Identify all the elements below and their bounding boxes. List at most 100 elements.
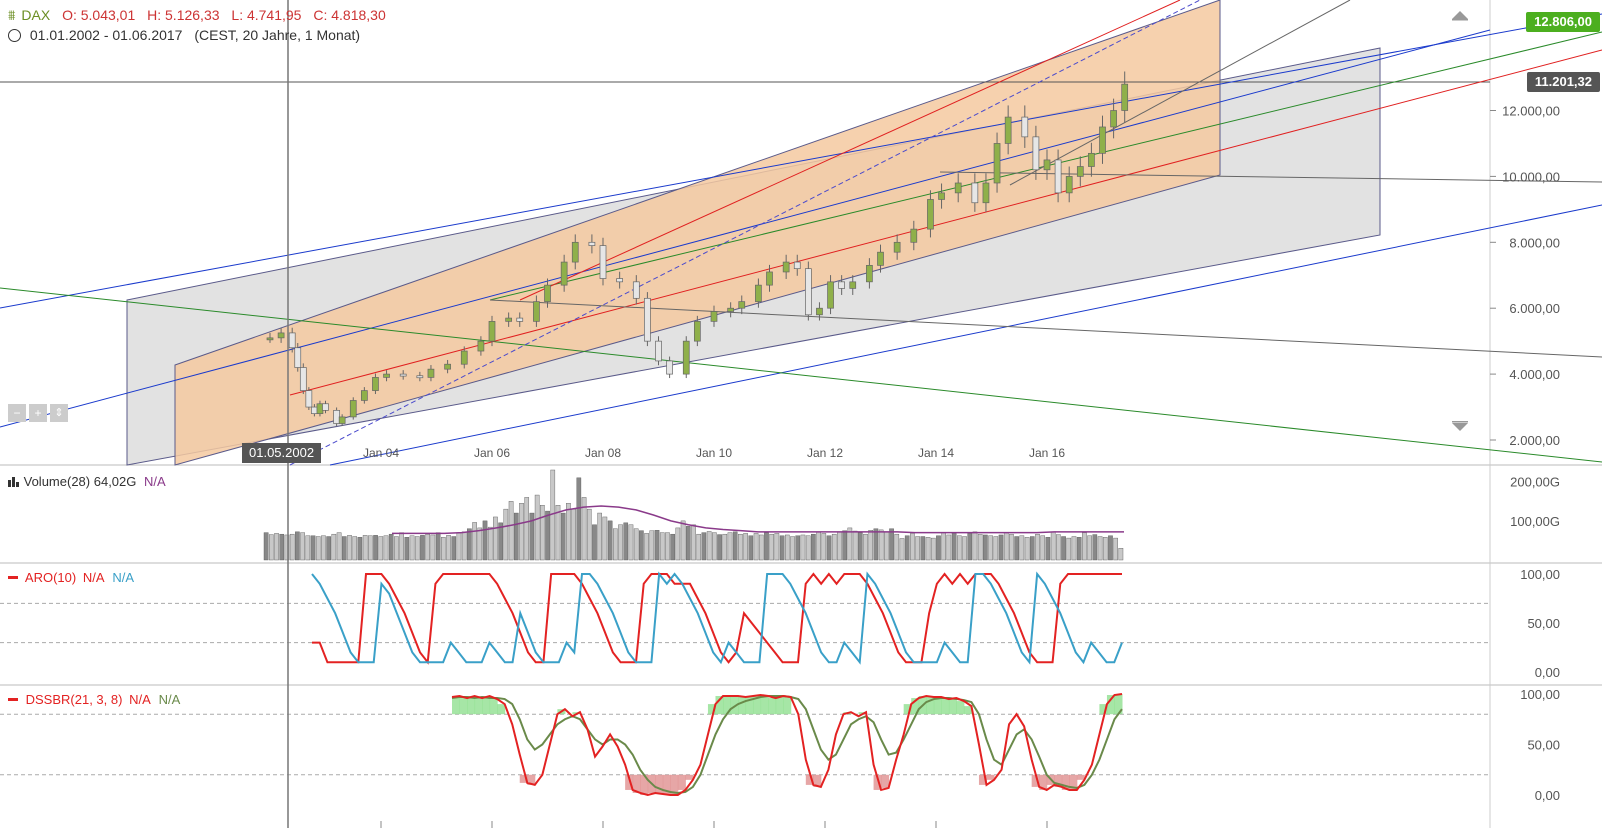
dssbr-oversold-fill: [662, 774, 671, 795]
price-candle: [666, 360, 673, 375]
dssbr-oversold-fill: [670, 774, 679, 795]
volume-bar: [404, 537, 410, 561]
dssbr-overbought-fill: [489, 699, 498, 715]
trend-line-gray: [1009, 0, 1351, 186]
candles-icon: ⩩: [8, 7, 16, 23]
volume-bar: [988, 535, 993, 561]
dssbr-overbought-fill: [715, 696, 724, 715]
price-candle: [682, 340, 690, 375]
volume-bar: [310, 535, 316, 561]
reset-zoom-icon[interactable]: ⇕: [50, 404, 68, 422]
trend-line-blue: [0, 13, 1602, 309]
volume-bar: [1082, 532, 1087, 561]
volume-bar: [649, 530, 655, 561]
volume-bar: [1003, 532, 1009, 561]
zoom-in-icon[interactable]: +: [29, 404, 47, 422]
dssbr-oversold-fill: [1076, 774, 1085, 780]
crosshair-date-badge: 01.05.2002: [242, 443, 322, 463]
volume-bar: [753, 533, 759, 561]
zoom-out-icon[interactable]: −: [8, 404, 26, 422]
volume-bar: [727, 532, 733, 561]
volume-bar: [409, 535, 415, 561]
volume-bar: [467, 528, 472, 561]
aroon-up-line: [312, 572, 1122, 665]
volume-bar: [701, 532, 707, 561]
volume-bar: [414, 536, 420, 561]
dssbr-overbought-fill: [467, 696, 476, 715]
volume-bar: [639, 530, 644, 561]
volume-bar: [910, 533, 915, 561]
price-candle: [560, 261, 568, 286]
volume-bar: [884, 531, 889, 561]
volume-bar: [425, 533, 430, 561]
volume-bar: [644, 533, 649, 561]
price-candle: [1054, 159, 1062, 194]
volume-bar: [904, 535, 910, 561]
volume-bar: [748, 535, 754, 561]
volume-bar: [529, 512, 535, 561]
dssbr-oversold-fill: [677, 774, 686, 790]
dssbr-overbought-fill: [723, 696, 732, 715]
volume-bar: [863, 533, 868, 561]
aroon-up-value: N/A: [82, 570, 104, 585]
price-candle: [938, 192, 945, 200]
time-tick-label: Jan 12: [807, 446, 843, 460]
volume-bar: [300, 532, 305, 561]
price-candle: [632, 281, 640, 299]
dssbr-oversold-fill: [1031, 774, 1040, 787]
symbol-label[interactable]: DAX: [21, 7, 51, 23]
price-candle: [383, 373, 390, 378]
volume-bar: [1071, 536, 1077, 561]
price-candle: [782, 261, 790, 273]
price-candle: [838, 281, 846, 289]
dssbr-oversold-fill: [881, 774, 890, 788]
price-tick-label: 10.000,00: [1502, 169, 1560, 184]
volume-bar: [289, 533, 295, 561]
dssbr-oversold-fill: [805, 774, 814, 785]
volume-bar: [446, 535, 451, 561]
volume-bar: [868, 530, 874, 561]
volume-bar: [388, 533, 394, 561]
volume-bar: [315, 536, 321, 561]
volume-bar: [852, 530, 858, 561]
volume-bar: [915, 536, 920, 561]
chart-header: ⩩ DAX O: 5.043,01 H: 5.126,33 L: 4.741,9…: [8, 7, 386, 24]
scroll-down-icon[interactable]: [1451, 420, 1469, 432]
volume-bar: [769, 533, 774, 561]
aroon-label[interactable]: ARO(10): [24, 570, 77, 585]
volume-bar: [451, 536, 457, 561]
volume-bar: [743, 533, 748, 561]
price-candle: [599, 245, 607, 279]
price-candle: [993, 143, 1001, 184]
orange-channel: [174, 0, 1221, 466]
volume-bar: [347, 535, 352, 561]
volume-bar: [519, 503, 524, 561]
volume-bar: [362, 535, 368, 561]
volume-bar: [706, 531, 712, 561]
price-candle: [349, 400, 357, 418]
dssbr-oversold-fill: [873, 774, 882, 790]
dssbr-overbought-fill: [775, 696, 784, 715]
volume-bar: [659, 532, 665, 561]
price-tick-label: 4.000,00: [1509, 367, 1560, 382]
volume-bar: [977, 533, 983, 561]
volume-value: 64,02G: [93, 474, 137, 489]
volume-bar: [394, 536, 399, 561]
price-candle: [655, 340, 662, 362]
dssbr-oversold-fill: [1069, 774, 1078, 790]
price-candle: [544, 284, 551, 302]
scroll-up-icon[interactable]: [1451, 8, 1469, 21]
volume-bar: [1050, 531, 1056, 561]
price-candle: [361, 390, 368, 401]
dssbr-overbought-fill: [1099, 704, 1108, 715]
volume-label[interactable]: Volume(28): [23, 474, 91, 489]
price-tick-label: 6.000,00: [1509, 301, 1560, 316]
dssbr-label[interactable]: DSSBR(21, 3, 8): [25, 692, 123, 707]
dssbr-oversold-fill: [625, 774, 634, 790]
dssbr-tick-label: 50,00: [1527, 738, 1560, 753]
price-candle: [727, 307, 735, 312]
volume-bar: [878, 529, 884, 561]
volume-bar: [571, 508, 576, 561]
dssbr-overbought-fill: [707, 704, 716, 715]
